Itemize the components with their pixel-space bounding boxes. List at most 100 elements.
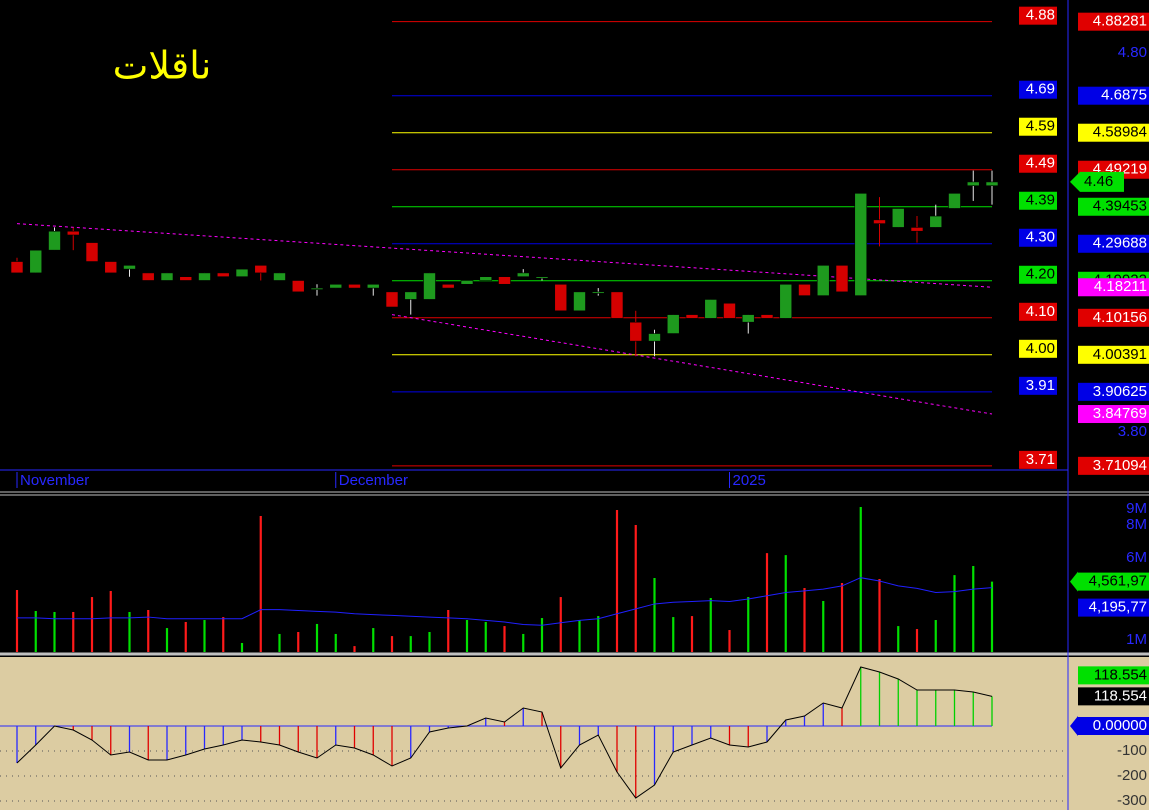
candle-body <box>591 291 605 294</box>
candle-body <box>179 276 193 281</box>
candle-body <box>723 302 736 319</box>
level-label: 4.59 <box>1026 118 1055 135</box>
level-value: 4.00391 <box>1093 346 1147 363</box>
oscillator-marker-box <box>1078 666 1149 685</box>
trend-line <box>16 223 993 288</box>
candle-body <box>779 283 793 319</box>
level-value-box <box>1078 234 1149 253</box>
candle-body <box>666 314 680 334</box>
candle-body <box>198 272 211 281</box>
level-label: 3.91 <box>1026 377 1055 394</box>
trend-value: 4.18211 <box>1094 278 1147 295</box>
level-value-box <box>1078 456 1149 475</box>
level-value-box <box>1078 12 1149 31</box>
y-tick-label: -100 <box>1117 742 1147 759</box>
y-tick-label: 4.80 <box>1118 44 1147 61</box>
candle-body <box>854 193 868 296</box>
candle-body <box>66 230 80 236</box>
candle-body <box>816 265 830 296</box>
level-value-box <box>1078 382 1149 401</box>
y-tick-label: 1M <box>1126 631 1147 648</box>
oscillator-marker: 0.00000 <box>1093 717 1147 734</box>
candle-body <box>948 193 961 209</box>
candle-body <box>573 291 586 312</box>
candle-body <box>123 265 136 270</box>
level-label: 4.10 <box>1026 303 1055 320</box>
candle-body <box>273 272 286 281</box>
candle-body <box>329 283 343 289</box>
last-price: 4.46 <box>1084 173 1113 190</box>
level-label: 4.49 <box>1026 155 1055 172</box>
level-value: 4.58984 <box>1093 124 1147 141</box>
level-label: 4.69 <box>1026 81 1055 98</box>
level-value-box <box>1078 308 1149 327</box>
y-tick-label: 3.80 <box>1118 423 1147 440</box>
candle-body <box>798 283 811 296</box>
level-label: 4.00 <box>1026 340 1055 357</box>
candle-body <box>460 280 474 285</box>
y-tick-label: -300 <box>1117 792 1147 809</box>
level-value: 4.29688 <box>1093 235 1147 252</box>
level-label: 3.71 <box>1026 451 1055 468</box>
candle-body <box>441 283 455 289</box>
volume-average <box>17 577 993 626</box>
y-tick-label: 8M <box>1126 516 1147 533</box>
candle-body <box>498 276 511 285</box>
candle-body <box>966 181 980 187</box>
candle-body <box>85 242 99 262</box>
candle-body <box>741 314 755 323</box>
trend-line <box>391 314 993 415</box>
candle-body <box>516 272 530 277</box>
candle-body <box>929 215 943 228</box>
candle-body <box>48 230 61 251</box>
volume-marker-box <box>1078 572 1149 591</box>
candle-body <box>835 265 849 293</box>
oscillator-panel <box>0 657 1149 810</box>
candle-body <box>348 283 361 289</box>
level-label-box <box>1019 117 1057 136</box>
chart-title: ناقلات <box>113 44 212 88</box>
candle-body <box>554 283 568 312</box>
level-label: 4.30 <box>1026 229 1055 246</box>
volume-marker-box <box>1078 598 1149 617</box>
y-tick-label: 6M <box>1126 549 1147 566</box>
candle-body <box>479 276 493 281</box>
oscillator-marker: 118.554 <box>1094 687 1147 704</box>
level-label-box <box>1019 376 1057 395</box>
level-label-box <box>1019 339 1057 358</box>
level-value-box <box>1078 86 1149 105</box>
oscillator-marker-box <box>1078 717 1149 735</box>
candle-body <box>648 333 661 342</box>
level-label-box <box>1019 6 1057 25</box>
level-value: 4.39453 <box>1093 198 1147 215</box>
candle-body <box>160 272 174 281</box>
candle-body <box>216 272 230 277</box>
candle-body <box>310 287 324 290</box>
level-value-box <box>1078 197 1149 216</box>
level-value: 3.90625 <box>1093 383 1147 400</box>
candle-body <box>760 314 774 319</box>
trend-value: 3.84769 <box>1093 405 1147 422</box>
level-label: 4.88 <box>1026 7 1055 24</box>
candle-body <box>610 291 624 319</box>
marker-arrow <box>1070 716 1078 736</box>
level-label-box <box>1019 265 1057 284</box>
oscillator-marker: 118.554 <box>1094 666 1147 683</box>
level-label-box <box>1019 154 1057 173</box>
x-tick-label: December <box>339 472 408 489</box>
candle-body <box>366 283 380 289</box>
candle-body <box>235 268 249 277</box>
candle-body <box>404 291 418 300</box>
candle-body <box>291 280 305 293</box>
level-label-box <box>1019 228 1057 247</box>
candle-body <box>873 219 886 224</box>
level-value-box <box>1078 123 1149 142</box>
level-label-box <box>1019 191 1057 210</box>
level-label: 4.39 <box>1026 192 1055 209</box>
level-label-box <box>1019 450 1057 469</box>
candle-body <box>10 261 24 274</box>
volume-marker: 4,195,77 <box>1089 599 1147 616</box>
y-tick-label: -200 <box>1117 767 1147 784</box>
y-tick-label: 9M <box>1126 500 1147 517</box>
